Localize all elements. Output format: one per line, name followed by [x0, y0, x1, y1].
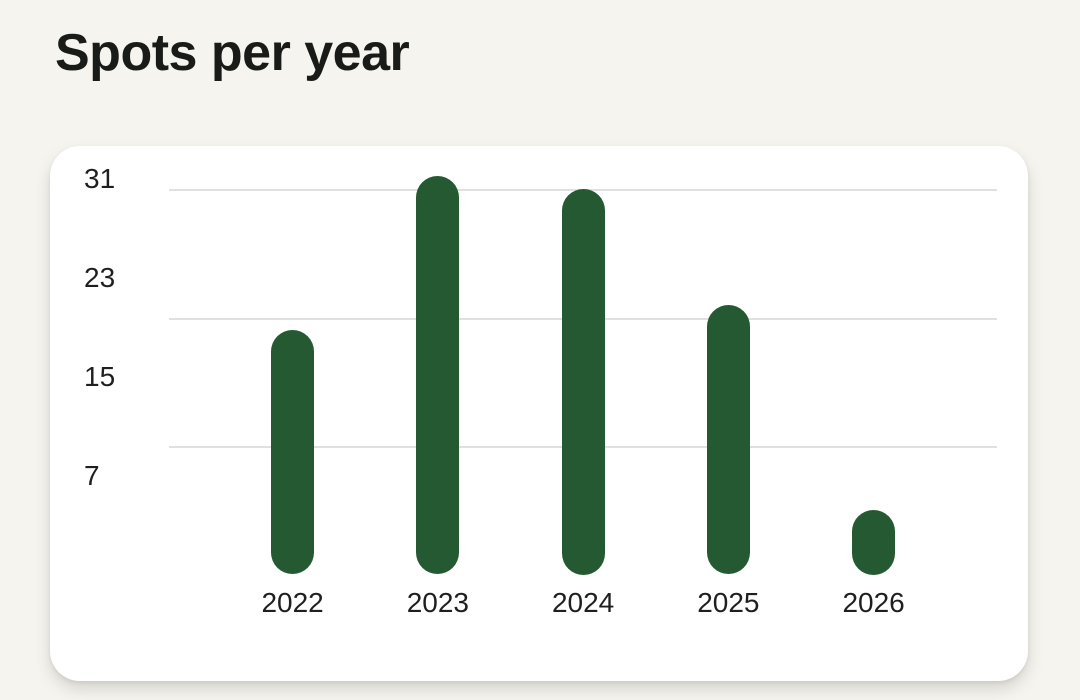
- bar-2026[interactable]: [852, 510, 896, 575]
- x-axis-tick-label: 2026: [842, 587, 905, 618]
- page-title: Spots per year: [55, 24, 410, 82]
- bar-2022[interactable]: [271, 330, 315, 575]
- x-axis-tick-label: 2023: [406, 587, 470, 618]
- y-axis-tick-label: 23: [84, 261, 116, 293]
- x-axis-tick-label: 2025: [697, 587, 760, 618]
- bar-2025[interactable]: [706, 304, 750, 575]
- bar-chart: 31 23 15 7 2022 2023 2024 2025 2026: [50, 146, 1028, 681]
- x-axis-tick-label: 2022: [261, 587, 324, 618]
- y-axis-tick-label: 7: [84, 459, 100, 491]
- bar-2024[interactable]: [561, 189, 605, 575]
- bar-2023[interactable]: [416, 176, 460, 575]
- y-axis-tick-label: 31: [84, 162, 116, 194]
- x-axis-tick-label: 2024: [551, 587, 615, 618]
- chart-card: 31 23 15 7 2022 2023 2024 2025 2026: [50, 146, 1028, 681]
- y-axis-tick-label: 15: [84, 360, 116, 392]
